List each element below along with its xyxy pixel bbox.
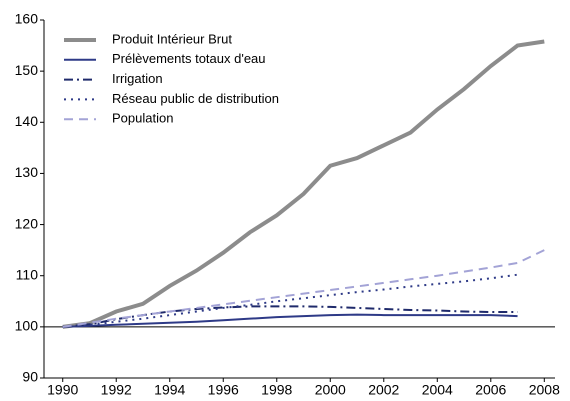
y-tick-label: 90 — [22, 369, 38, 385]
series-line — [62, 273, 518, 328]
x-tick-label: 1990 — [47, 382, 78, 398]
legend-label: Réseau public de distribution — [112, 91, 279, 106]
legend-label: Prélèvements totaux d'eau — [112, 51, 266, 66]
y-tick-label: 120 — [15, 215, 39, 231]
x-tick-label: 2000 — [315, 382, 346, 398]
x-tick-label: 1992 — [101, 382, 132, 398]
y-tick-label: 110 — [16, 266, 39, 282]
x-tick-label: 1998 — [261, 382, 292, 398]
series-line — [62, 249, 545, 328]
y-tick-label: 150 — [15, 62, 39, 78]
x-tick-label: 2008 — [529, 382, 560, 398]
x-tick-label: 2006 — [475, 382, 506, 398]
y-tick-label: 100 — [15, 318, 39, 334]
series-line — [62, 39, 545, 329]
legend-label: Irrigation — [112, 71, 163, 86]
x-tick-label: 2002 — [368, 382, 399, 398]
y-tick-label: 160 — [15, 11, 39, 27]
legend-label: Population — [112, 111, 173, 126]
legend-label: Produit Intérieur Brut — [112, 31, 232, 46]
x-tick-label: 1994 — [154, 382, 185, 398]
y-tick-label: 140 — [15, 113, 39, 129]
y-tick-label: 130 — [15, 164, 39, 180]
series-line — [62, 313, 518, 328]
x-tick-label: 2004 — [422, 382, 453, 398]
x-tick-label: 1996 — [208, 382, 239, 398]
